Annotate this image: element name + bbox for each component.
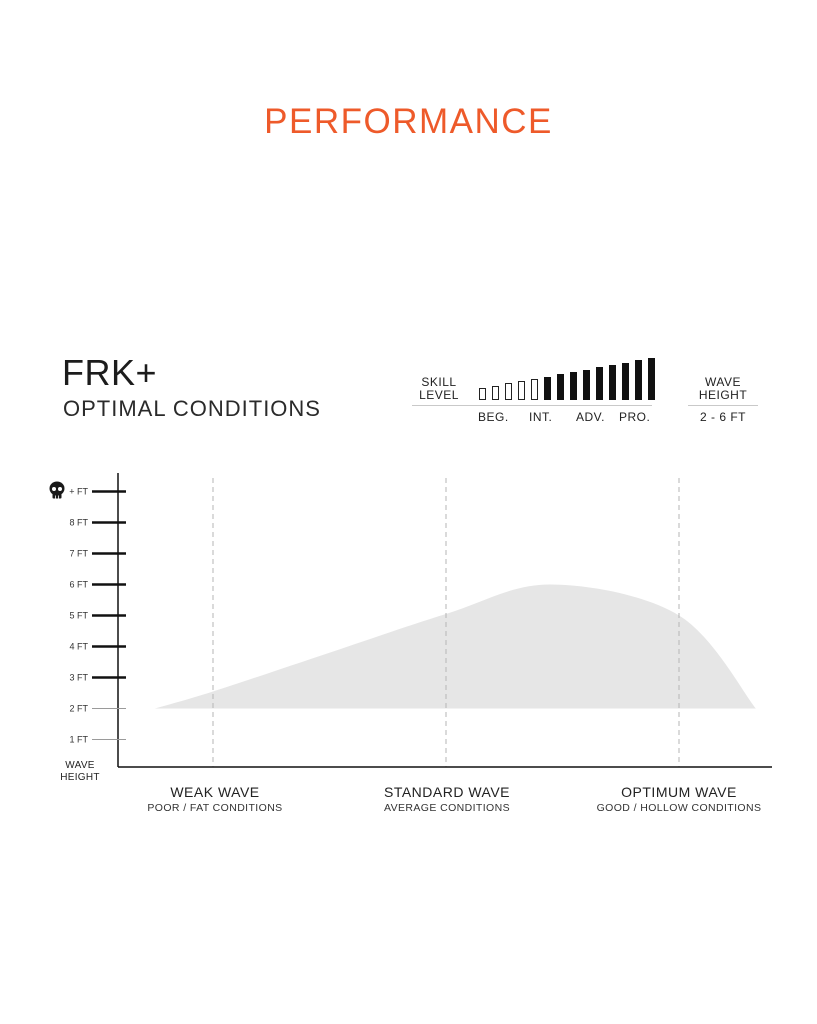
y-tick-label: 1 FT	[69, 735, 88, 745]
skill-bar-empty	[531, 378, 538, 400]
performance-heading: PERFORMANCE	[264, 102, 553, 141]
skill-level-meter	[479, 356, 655, 400]
skill-bar-filled	[648, 358, 655, 400]
skill-bar-empty	[492, 385, 499, 400]
skill-bar-filled	[557, 374, 564, 400]
y-tick-label: 5 FT	[69, 611, 88, 621]
y-tick-label: + FT	[69, 487, 88, 497]
wave-height-title-line2: HEIGHT	[698, 388, 748, 402]
wave-range-area	[154, 584, 756, 709]
skill-bar-empty	[505, 383, 512, 400]
y-axis-title: WAVE HEIGHT	[50, 760, 110, 784]
skill-bar-empty	[479, 388, 486, 400]
y-tick-label: 3 FT	[69, 673, 88, 683]
y-axis-title-line2: HEIGHT	[60, 772, 100, 783]
skill-bar-filled	[596, 367, 603, 400]
board-subtitle: OPTIMAL CONDITIONS	[63, 396, 321, 421]
category-standard-wave: STANDARD WAVE AVERAGE CONDITIONS	[337, 784, 557, 814]
skill-label-adv: ADV.	[576, 410, 605, 424]
skill-bar-filled	[635, 360, 642, 400]
skill-bar-filled	[609, 364, 616, 400]
category-optimum-wave: OPTIMUM WAVE GOOD / HOLLOW CONDITIONS	[569, 784, 789, 814]
board-name: FRK+	[62, 352, 158, 393]
category-title: WEAK WAVE	[170, 784, 260, 800]
y-axis-title-line1: WAVE	[65, 760, 95, 771]
y-tick-label: 7 FT	[69, 549, 88, 559]
category-subtitle: POOR / FAT CONDITIONS	[147, 802, 283, 814]
skill-bar-filled	[570, 371, 577, 400]
y-tick-label: 4 FT	[69, 642, 88, 652]
skill-bar-filled	[622, 362, 629, 400]
y-tick-label: 2 FT	[69, 704, 88, 714]
y-tick-label: 6 FT	[69, 580, 88, 590]
y-tick-label: 8 FT	[69, 518, 88, 528]
skill-bar-empty	[518, 381, 525, 400]
wave-height-title-line1: WAVE	[704, 375, 741, 389]
skill-label-pro: PRO.	[619, 410, 651, 424]
wave-height-value: 2 - 6 FT	[699, 410, 746, 424]
category-weak-wave: WEAK WAVE POOR / FAT CONDITIONS	[105, 784, 325, 814]
category-subtitle: AVERAGE CONDITIONS	[383, 802, 511, 814]
skill-title-line2: LEVEL	[419, 388, 459, 402]
skull-icon	[49, 481, 65, 499]
skill-bar-filled	[583, 369, 590, 400]
wave-height-title: WAVE HEIGHT	[688, 376, 758, 402]
skill-title-line1: SKILL	[421, 375, 457, 389]
skill-label-int: INT.	[529, 410, 553, 424]
skill-label-beg: BEG.	[478, 410, 509, 424]
category-subtitle: GOOD / HOLLOW CONDITIONS	[596, 802, 762, 814]
category-title: OPTIMUM WAVE	[621, 784, 737, 800]
skill-level-title: SKILL LEVEL	[412, 376, 466, 402]
wave-height-divider	[688, 405, 758, 406]
skill-divider	[412, 405, 652, 406]
skill-bar-filled	[544, 376, 551, 400]
category-title: STANDARD WAVE	[383, 784, 511, 800]
